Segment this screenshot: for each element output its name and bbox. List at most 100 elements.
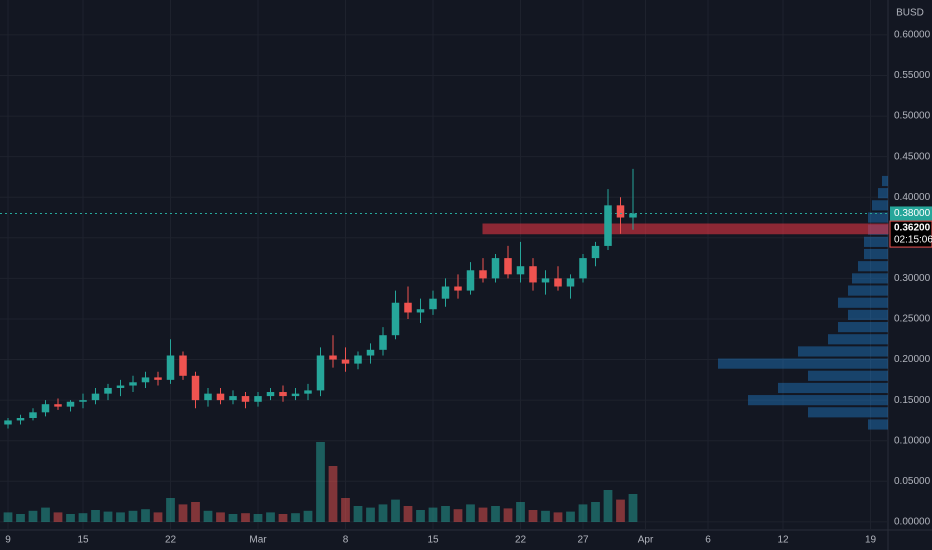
x-tick-label: 12: [777, 535, 789, 546]
volume-bar: [491, 506, 500, 522]
volume-bar: [191, 502, 200, 522]
candle-body: [579, 258, 587, 279]
volume-bar: [366, 507, 375, 522]
volume-bar: [228, 514, 238, 522]
last-price-box: [890, 206, 932, 221]
volume-profile-bar: [828, 334, 888, 345]
volume-bar: [553, 512, 563, 522]
volume-bar: [466, 504, 475, 522]
y-tick-label: 0.60000: [894, 30, 931, 41]
volume-bar: [628, 494, 638, 522]
volume-bar: [341, 498, 350, 522]
candle-body: [129, 382, 137, 386]
candle-body: [316, 355, 325, 391]
candle-body: [4, 420, 12, 425]
volume-bar: [178, 504, 188, 522]
candle-body: [504, 258, 512, 275]
candle-body: [416, 309, 425, 313]
volume-profile-bar: [868, 419, 888, 430]
volume-bar: [378, 504, 388, 522]
volume-profile-bar: [852, 273, 888, 284]
candle-body: [341, 359, 350, 364]
candle-body: [616, 205, 625, 218]
candle-body: [29, 412, 37, 418]
volume-profile-bar: [778, 382, 888, 394]
candle-body: [441, 286, 450, 299]
volume-bar: [616, 499, 625, 522]
volume-profile-bar: [848, 285, 888, 296]
volume-bar: [153, 512, 163, 522]
y-tick-label: 0.30000: [894, 273, 931, 284]
volume-bar: [303, 510, 313, 522]
candle-body: [379, 335, 387, 350]
currency-label: BUSD: [896, 8, 924, 19]
candle-body: [541, 278, 550, 283]
candle-body: [479, 270, 487, 279]
y-tick-label: 0.05000: [894, 476, 931, 487]
volume-bar: [291, 513, 300, 522]
candle-body: [466, 270, 475, 291]
candle-body: [304, 390, 312, 394]
x-tick-label: 15: [77, 535, 89, 546]
volume-bar: [253, 514, 263, 522]
candle-body: [141, 377, 150, 383]
countdown-label: 02:15:06: [894, 235, 932, 246]
volume-profile-bar: [748, 395, 888, 406]
candle-body: [179, 355, 187, 376]
candle-body: [354, 355, 362, 364]
candle-body: [104, 387, 112, 394]
volume-profile-bar: [864, 248, 888, 260]
candle-body: [604, 205, 612, 246]
candle-body: [566, 278, 575, 287]
volume-bar: [541, 510, 550, 522]
volume-bar: [391, 499, 400, 522]
candle-body: [291, 393, 300, 397]
volume-profile-bar: [864, 236, 888, 247]
x-tick-label: 9: [5, 535, 11, 546]
candle-body: [16, 417, 25, 421]
candle-body: [229, 396, 237, 401]
candle-body: [266, 392, 275, 397]
volume-bar: [566, 511, 575, 522]
volume-bar: [578, 504, 588, 522]
resistance-zone: [482, 223, 889, 235]
candle-body: [491, 258, 500, 279]
candle-body: [241, 396, 250, 402]
x-tick-label: 27: [577, 535, 589, 546]
last-price-label: 0.38000: [894, 208, 931, 219]
y-tick-label: 0.40000: [894, 192, 931, 203]
volume-bar: [453, 509, 463, 522]
volume-profile-bar: [718, 358, 888, 369]
candle-body: [54, 404, 62, 407]
volume-profile-bar: [872, 200, 888, 211]
volume-bar: [353, 506, 363, 522]
candle-body: [116, 385, 125, 388]
candle-body: [591, 245, 600, 259]
candle-body: [204, 393, 212, 401]
volume-profile-bar: [808, 407, 888, 418]
volume-bar: [166, 498, 175, 522]
y-tick-label: 0.20000: [894, 354, 931, 365]
volume-bar: [328, 466, 338, 522]
volume-profile-bar: [882, 175, 888, 187]
volume-bar: [91, 510, 100, 522]
candle-body: [404, 302, 412, 313]
y-tick-label: 0.10000: [894, 435, 931, 446]
x-tick-label: 22: [515, 535, 527, 546]
candle-body: [366, 349, 375, 356]
candle-body: [329, 355, 337, 360]
y-tick-label: 0.45000: [894, 151, 931, 162]
volume-bar: [28, 510, 38, 522]
volume-bar: [103, 511, 113, 522]
volume-bar: [528, 510, 538, 522]
volume-bar: [503, 508, 513, 522]
y-tick-label: 0.25000: [894, 314, 931, 325]
x-tick-label: 15: [427, 535, 439, 546]
volume-bar: [116, 512, 125, 522]
candle-body: [254, 396, 262, 402]
x-tick-label: Apr: [638, 535, 654, 546]
x-tick-label: 6: [705, 535, 711, 546]
